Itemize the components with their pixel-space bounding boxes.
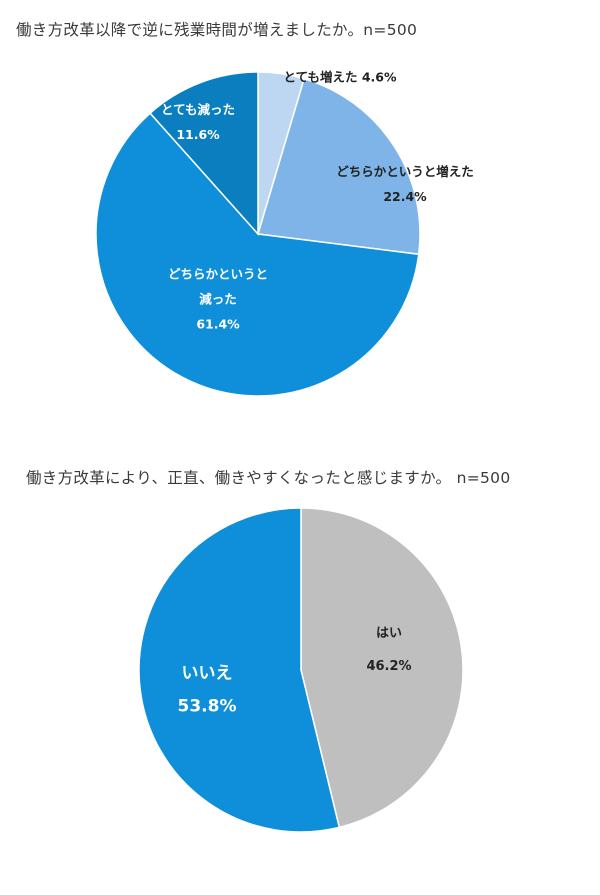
chart-title: 働き方改革以降で逆に残業時間が増えましたか。n=500 [16, 21, 418, 39]
slice-label-どちらかというと減った: 61.4% [196, 317, 240, 332]
pie-slice-はい [300, 507, 464, 829]
chart-title: 働き方改革により、正直、働きやすくなったと感じますか。 n=500 [26, 469, 511, 487]
slice-label-いいえ: いいえ [182, 664, 233, 684]
slice-label-はい: はい [376, 626, 402, 641]
pie-slice-どちらかというと減った [95, 112, 420, 397]
slice-label-とても減った: 11.6% [176, 127, 220, 142]
slice-label-どちらかというと減った: どちらかというと [168, 267, 268, 282]
workability-pie-chart: 働き方改革により、正直、働きやすくなったと感じますか。 n=500 はい 46.2… [0, 450, 600, 895]
pie-slice-どちらかというと増えた [257, 77, 421, 256]
slice-label-はい: 46.2% [366, 659, 411, 674]
pie-slice-いいえ [138, 507, 341, 833]
slice-label-いいえ: 53.8% [178, 697, 237, 717]
slice-label-とても増えた: とても増えた 4.6% [283, 70, 396, 85]
slice-label-どちらかというと減った: 減った [199, 292, 237, 307]
slice-label-どちらかというと増えた: どちらかというと増えた [336, 164, 474, 179]
slice-label-どちらかというと増えた: 22.4% [383, 189, 427, 204]
pie-slice-とても減った [149, 71, 259, 236]
overtime-pie-chart: 働き方改革以降で逆に残業時間が増えましたか。n=500 とても増えた 4.6% ど… [0, 0, 600, 430]
slice-label-とても減った: とても減った [161, 102, 235, 117]
workability-pie-svg: はい 46.2% いいえ 53.8% [138, 507, 464, 833]
